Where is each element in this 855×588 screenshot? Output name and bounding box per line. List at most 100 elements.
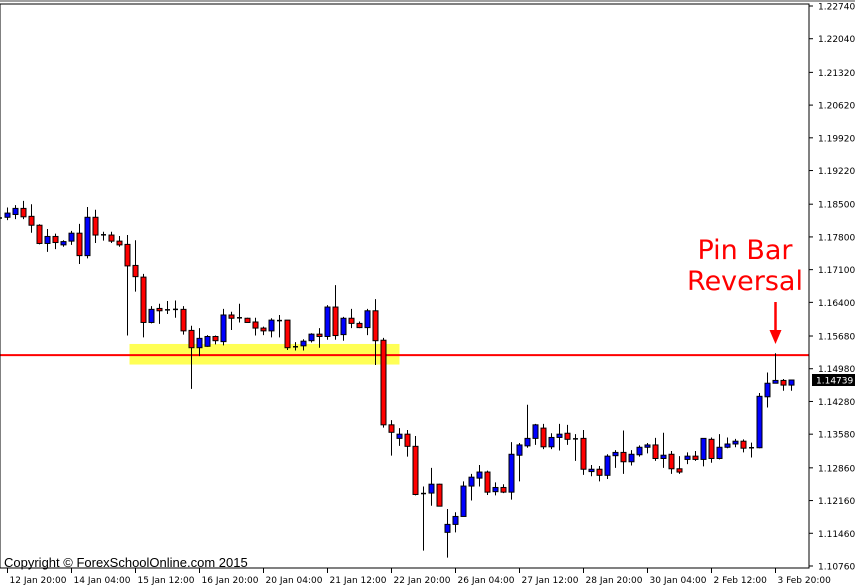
candle-body-bearish: [692, 455, 699, 460]
candle: [116, 235, 123, 247]
candle: [596, 465, 603, 482]
candle-body-bullish: [684, 455, 691, 460]
candle: [516, 443, 523, 482]
candle: [204, 335, 211, 347]
candle: [372, 299, 379, 365]
candle: [749, 442, 754, 458]
candle: [101, 231, 106, 241]
candle-body-bearish: [156, 307, 163, 312]
candle: [620, 430, 627, 474]
candle: [124, 235, 131, 336]
candle-body-bearish: [652, 444, 659, 459]
candle-body-bullish: [548, 436, 555, 448]
candle-body-bearish: [668, 453, 675, 470]
candle-body-bullish: [604, 455, 611, 476]
y-tick-label: 1.17100: [818, 266, 855, 276]
candle-body-bullish: [716, 446, 723, 459]
candle-body-bearish: [620, 451, 627, 463]
candle: [580, 429, 587, 475]
candle: [492, 482, 499, 496]
y-tick-label: 1.22040: [818, 35, 855, 45]
candle: [684, 452, 691, 465]
candle: [316, 328, 323, 348]
candle-body-bullish: [68, 232, 75, 242]
arrow-down-icon: [769, 302, 782, 344]
price-label: 1.14739: [812, 374, 855, 387]
candle: [277, 314, 282, 338]
candle-body-bullish: [788, 379, 795, 386]
candle: [652, 437, 659, 461]
candle: [148, 306, 155, 324]
candle-body-bullish: [196, 337, 203, 349]
candle: [324, 305, 331, 340]
candle: [724, 437, 731, 449]
candle-body-bearish: [188, 329, 195, 349]
candle-body-bearish: [484, 471, 491, 493]
candle: [676, 456, 683, 474]
candle-body-bearish: [92, 216, 99, 236]
candle: [500, 484, 507, 494]
candle: [588, 465, 595, 477]
candle-body-bullish: [556, 433, 563, 438]
candle: [132, 240, 139, 292]
candle: [300, 339, 307, 351]
candle-body-bullish: [700, 437, 707, 460]
x-tick-label: 28 Jan 20:00: [586, 576, 643, 586]
candle-body-bullish: [508, 453, 515, 493]
candle: [421, 486, 426, 551]
candle: [660, 432, 667, 468]
candle-body-bullish: [772, 379, 779, 384]
candle-body-bullish: [732, 440, 739, 445]
candle-body-bullish: [644, 444, 651, 448]
candle: [444, 508, 451, 558]
candle-body-bearish: [52, 235, 59, 244]
candle-body-bearish: [676, 468, 683, 473]
candle: [644, 443, 651, 454]
candle-body-bearish: [580, 437, 587, 470]
y-tick-label: 1.10760: [818, 563, 855, 573]
candle-body-bearish: [356, 322, 363, 329]
candle: [412, 436, 419, 496]
candle-body-bullish: [612, 451, 619, 457]
candle-body-bullish: [428, 483, 435, 494]
candle: [772, 353, 779, 384]
x-tick-label: 14 Jan 04:00: [74, 576, 131, 586]
y-tick-label: 1.13580: [818, 431, 855, 441]
candle: [156, 303, 163, 324]
candle-body-bearish: [108, 234, 115, 242]
candle-body-bearish: [596, 468, 603, 476]
candle-body-bearish: [228, 314, 235, 319]
candle: [636, 445, 643, 457]
candle-body-bullish: [524, 437, 531, 447]
candle: [237, 303, 242, 323]
candle: [212, 335, 219, 345]
candle: [0, 217, 2, 219]
candle: [356, 321, 363, 329]
candle-body-bullish: [300, 340, 307, 347]
annotation-line-2: Reversal: [687, 266, 803, 297]
candle: [60, 240, 67, 247]
pin-bar-annotation: Pin Bar Reversal: [687, 235, 803, 344]
candle-body-bullish: [340, 317, 347, 336]
candle: [268, 318, 275, 338]
candle: [84, 207, 91, 259]
candle: [380, 337, 387, 428]
candle: [260, 326, 267, 336]
candle-body-bullish: [148, 308, 155, 323]
candle: [404, 429, 411, 457]
candle-body-bearish: [140, 276, 147, 323]
x-tick-label: 16 Jan 20:00: [202, 576, 259, 586]
candle: [293, 342, 298, 351]
y-tick-label: 1.15680: [818, 333, 855, 343]
x-tick-label: 20 Jan 04:00: [266, 576, 323, 586]
y-tick-label: 1.14980: [818, 365, 855, 375]
candle: [780, 379, 787, 391]
y-tick-label: 1.22740: [818, 3, 855, 13]
candle: [92, 209, 99, 243]
candle: [165, 300, 170, 315]
candle-body-bullish: [452, 515, 459, 525]
candle-body-bullish: [204, 335, 211, 347]
candle: [548, 433, 555, 450]
candle-body-bearish: [388, 424, 395, 433]
